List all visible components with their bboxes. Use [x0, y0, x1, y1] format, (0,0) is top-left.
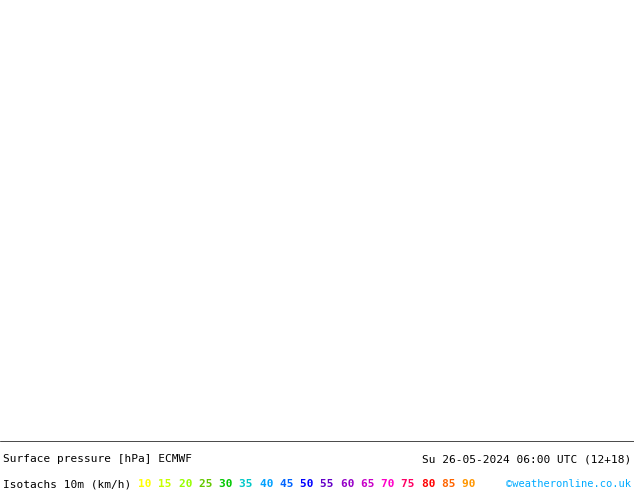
Text: 75: 75	[401, 479, 422, 489]
Text: 15: 15	[158, 479, 179, 489]
Text: 65: 65	[361, 479, 381, 489]
Text: 70: 70	[381, 479, 401, 489]
Text: 25: 25	[199, 479, 219, 489]
Text: Isotachs 10m (km/h): Isotachs 10m (km/h)	[3, 479, 138, 489]
Text: 45: 45	[280, 479, 300, 489]
Text: Surface pressure [hPa] ECMWF: Surface pressure [hPa] ECMWF	[3, 454, 192, 464]
Text: 50: 50	[300, 479, 320, 489]
Text: 90: 90	[462, 479, 482, 489]
Text: 60: 60	[340, 479, 361, 489]
Text: 85: 85	[442, 479, 462, 489]
Text: 30: 30	[219, 479, 240, 489]
Text: 40: 40	[260, 479, 280, 489]
Text: 35: 35	[240, 479, 260, 489]
Text: 20: 20	[179, 479, 199, 489]
Text: Su 26-05-2024 06:00 UTC (12+18): Su 26-05-2024 06:00 UTC (12+18)	[422, 454, 631, 464]
Text: 55: 55	[320, 479, 340, 489]
Text: 80: 80	[422, 479, 442, 489]
Text: 10: 10	[138, 479, 158, 489]
Text: ©weatheronline.co.uk: ©weatheronline.co.uk	[506, 479, 631, 489]
